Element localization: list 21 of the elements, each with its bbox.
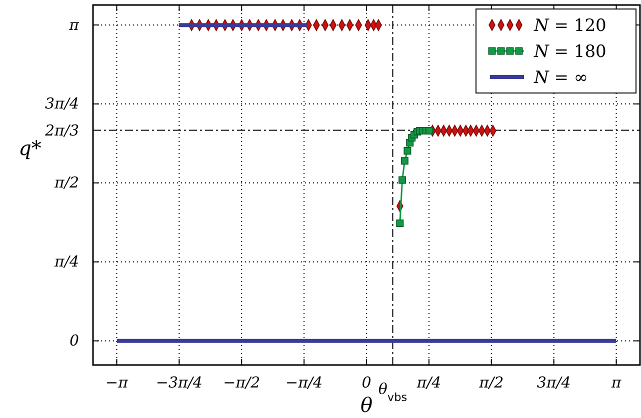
y-tick-label: π/4 [54,252,79,271]
y-axis-title: q* [18,136,42,160]
legend-label: N = 120 [533,16,606,36]
y-tick-label: π/2 [54,174,79,192]
legend-label: N = 180 [533,42,606,62]
x-tick-label: −π [106,374,130,392]
x-tick-label: −π/4 [286,374,323,392]
x-tick-label: π [610,374,622,392]
x-tick-label: 0 [362,374,372,392]
y-tick-label: π [68,16,80,34]
x-tick-label: −3π/4 [156,374,202,392]
x-tick-label: −π/2 [223,374,260,392]
legend-label: N = ∞ [533,68,588,88]
y-tick-label: 0 [69,332,80,350]
x-tick-label: π/4 [416,374,442,392]
x-axis-title: θ [360,393,373,417]
ref-line-label: 2π/3 [44,121,79,140]
ref-line-label: θ$_{vbs}$ [378,380,408,404]
x-tick-label: π/2 [478,374,504,392]
y-tick-label: 3π/4 [45,94,79,113]
x-tick-label: 3π/4 [536,374,571,392]
